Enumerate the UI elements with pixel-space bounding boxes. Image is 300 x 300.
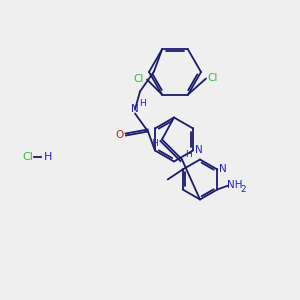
Text: H: H xyxy=(44,152,52,162)
Text: N: N xyxy=(131,104,139,115)
Text: N: N xyxy=(195,146,203,155)
Text: NH: NH xyxy=(226,181,242,190)
Text: H: H xyxy=(152,139,158,148)
Text: Cl: Cl xyxy=(134,74,144,83)
Text: O: O xyxy=(115,130,123,140)
Text: H: H xyxy=(186,150,192,159)
Text: N: N xyxy=(219,164,227,175)
Text: Cl: Cl xyxy=(208,73,218,82)
Text: H: H xyxy=(139,99,145,108)
Text: 2: 2 xyxy=(241,185,246,194)
Text: Cl: Cl xyxy=(22,152,33,162)
